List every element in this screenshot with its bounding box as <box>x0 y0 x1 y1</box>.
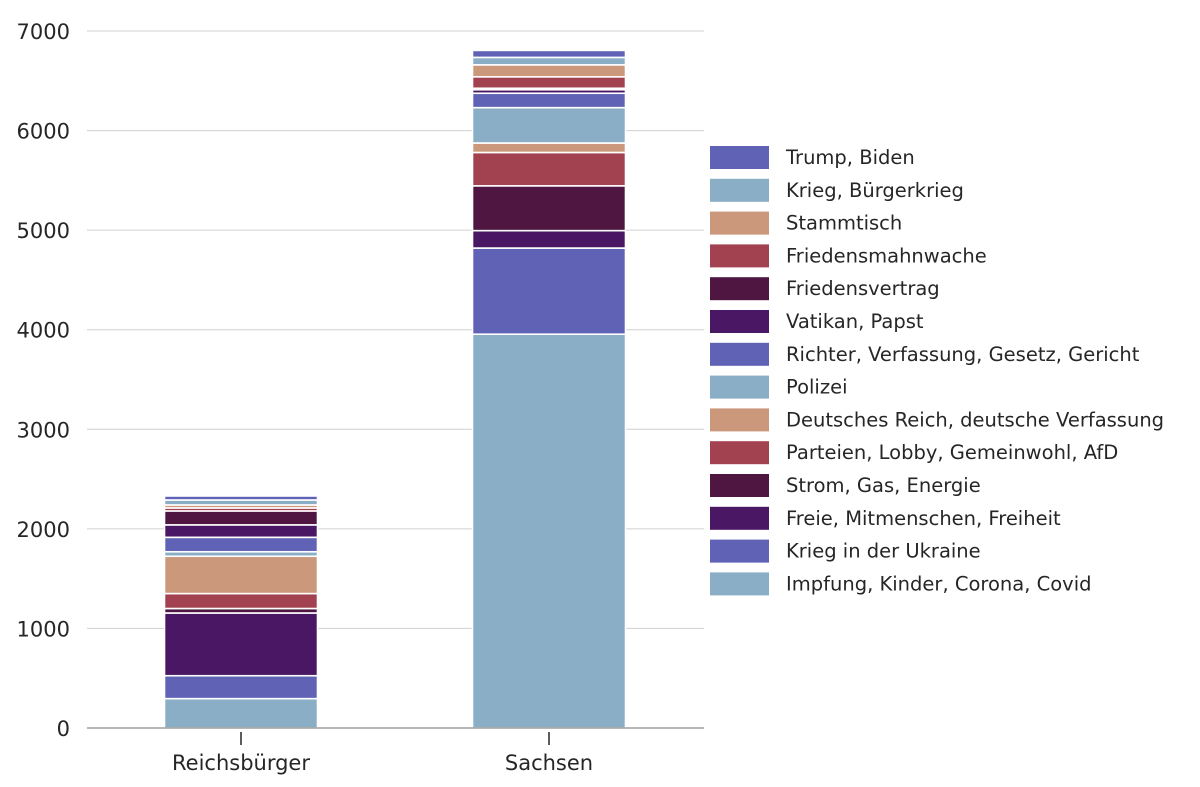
legend-label: Krieg in der Ukraine <box>786 540 981 563</box>
bar-segment-reichsbürger-friedensvertrag <box>163 510 319 526</box>
legend-swatch-richter-verfassung-gesetz-gericht <box>710 342 769 366</box>
bar-segment-sachsen-parteien-lobby-gemeinwohl-afd <box>471 151 627 187</box>
legend-label: Parteien, Lobby, Gemeinwohl, AfD <box>786 441 1118 464</box>
legend-swatch-freie-mitmenschen-freiheit <box>710 506 769 530</box>
legend: Trump, Biden Krieg, Bürgerkrieg Stammtisch… <box>710 146 1164 596</box>
bar-segment-sachsen-krieg-bürgerkrieg <box>471 56 627 66</box>
legend-label: Impfung, Kinder, Corona, Covid <box>786 572 1092 595</box>
legend-label: Stammtisch <box>786 212 902 235</box>
legend-swatch-polizei <box>710 375 769 399</box>
bar-segment-reichsbürger-deutsches-reich-deutsche-verfassung <box>163 555 319 595</box>
bar-segment-reichsbürger-trump-biden <box>163 495 319 501</box>
bar-segment-sachsen-freie-mitmenschen-freiheit <box>471 229 627 249</box>
legend-swatch-trump-biden <box>710 146 769 169</box>
bar-segment-sachsen-impfung-kinder-corona-covid <box>471 333 627 729</box>
axes: 0 1000 2000 3000 4000 5000 6000 7000 Reichsbürge… <box>17 20 704 775</box>
y-tick-label: 0 <box>57 717 70 741</box>
bar-segment-reichsbürger-freie-mitmenschen-freiheit <box>163 612 319 677</box>
y-tick-label: 5000 <box>17 219 70 243</box>
legend-label: Freie, Mitmenschen, Freiheit <box>786 507 1061 530</box>
legend-label: Deutsches Reich, deutsche Verfassung <box>786 408 1164 431</box>
legend-swatch-impfung-kinder-corona-covid <box>710 572 769 596</box>
y-tick-label: 6000 <box>17 120 70 144</box>
bar-segment-reichsbürger-richter-verfassung-gesetz-gericht <box>163 536 319 553</box>
x-tick-label: Sachsen <box>505 751 593 775</box>
bar-segment-sachsen-friedensmahnwache <box>471 76 627 90</box>
legend-swatch-deutsches-reich-deutsche-verfassung <box>710 408 769 432</box>
bar-segment-reichsbürger-vatikan-papst <box>163 524 319 539</box>
bar-segment-sachsen-richter-verfassung-gesetz-gericht <box>471 92 627 109</box>
legend-label: Trump, Biden <box>785 146 915 169</box>
legend-label: Friedensvertrag <box>786 277 940 300</box>
legend-label: Polizei <box>786 376 847 399</box>
x-tick-label: Reichsbürger <box>172 751 310 775</box>
bar-segment-sachsen-stammtisch <box>471 64 627 78</box>
y-tick-label: 3000 <box>17 418 70 442</box>
legend-swatch-strom-gas-energie <box>710 474 769 497</box>
legend-swatch-parteien-lobby-gemeinwohl-afd <box>710 441 769 465</box>
bar-segment-sachsen-polizei <box>471 106 627 144</box>
bars <box>163 49 627 729</box>
legend-swatch-krieg-bürgerkrieg <box>710 178 769 202</box>
legend-label: Richter, Verfassung, Gesetz, Gericht <box>786 343 1140 366</box>
y-tick-label: 2000 <box>17 518 70 542</box>
y-tick-label: 4000 <box>17 319 70 343</box>
bar-segment-reichsbürger-impfung-kinder-corona-covid <box>163 697 319 729</box>
bar-segment-sachsen-deutsches-reich-deutsche-verfassung <box>471 142 627 154</box>
y-tick-label: 1000 <box>17 617 70 641</box>
bar-segment-sachsen-trump-biden <box>471 49 627 59</box>
legend-swatch-stammtisch <box>710 211 769 235</box>
legend-label: Krieg, Bürgerkrieg <box>786 179 964 202</box>
legend-swatch-krieg-in-der-ukraine <box>710 539 769 563</box>
legend-label: Friedensmahnwache <box>786 244 987 267</box>
bar-segment-reichsbürger-krieg-in-der-ukraine <box>163 674 319 700</box>
legend-label: Strom, Gas, Energie <box>786 474 981 497</box>
bar-segment-sachsen-krieg-in-der-ukraine <box>471 247 627 335</box>
legend-swatch-vatikan-papst <box>710 310 769 333</box>
y-tick-label: 7000 <box>17 20 70 44</box>
legend-label: Vatikan, Papst <box>786 310 924 333</box>
legend-swatch-friedensvertrag <box>710 277 769 301</box>
legend-swatch-friedensmahnwache <box>710 244 769 268</box>
bar-segment-reichsbürger-parteien-lobby-gemeinwohl-afd <box>163 592 319 610</box>
bar-segment-sachsen-strom-gas-energie <box>471 185 627 232</box>
